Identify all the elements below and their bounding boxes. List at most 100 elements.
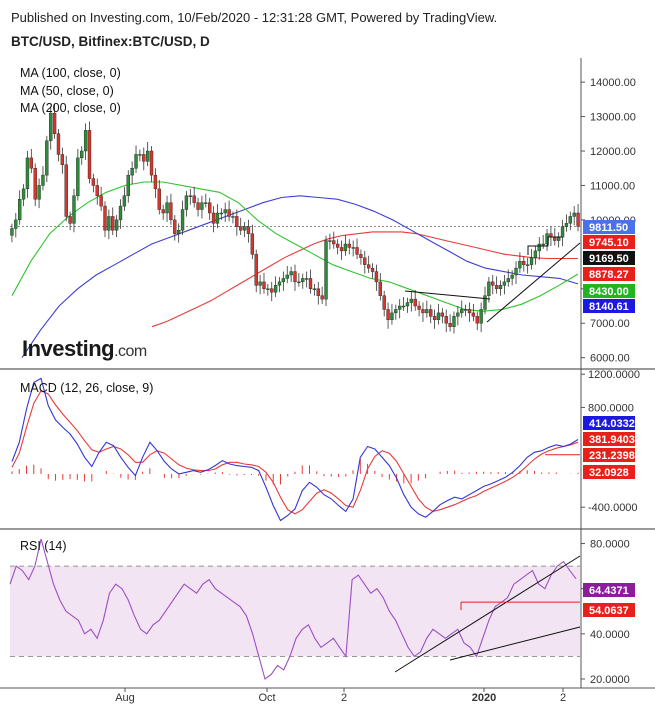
x-tick-label: Aug <box>115 692 135 704</box>
price-y-tick-label: 7000.00 <box>590 318 630 330</box>
price-last-label: 8430.00 <box>589 286 629 298</box>
rsi-legend: RSI (14) <box>20 539 67 553</box>
candle-body <box>537 243 541 252</box>
macd-last-label: 414.0332 <box>589 418 635 430</box>
candle-body <box>293 271 297 283</box>
candle-body <box>463 309 468 311</box>
macd-last-label-bg <box>583 465 635 479</box>
candle-body <box>122 195 127 207</box>
candle-body <box>320 295 324 300</box>
candle-body <box>281 278 286 283</box>
candle-body <box>479 309 483 324</box>
candle-body <box>277 281 282 286</box>
candle-body <box>518 261 522 269</box>
candle-body <box>498 285 503 289</box>
candle-body <box>266 288 270 290</box>
candle-body <box>301 278 305 283</box>
candle-body <box>425 309 429 314</box>
candle-body <box>494 285 499 289</box>
candle-body <box>242 226 247 231</box>
candle-body <box>417 305 421 310</box>
candle-body <box>491 281 495 286</box>
symbol-title: BTC/USD, Bitfinex:BTC/USD, D <box>11 34 210 49</box>
macd-last-label: 381.9403 <box>589 434 635 446</box>
candle-body <box>126 174 130 196</box>
candle-body <box>18 199 22 221</box>
ma50-line <box>11 181 579 312</box>
panel-frames <box>0 58 655 689</box>
rsi-y-tick-label: 20.0000 <box>590 674 630 686</box>
candle-body <box>394 309 398 314</box>
candle-body <box>87 130 92 179</box>
candle-body <box>460 309 464 314</box>
candle-body <box>223 209 227 214</box>
candle-body <box>270 288 274 293</box>
candle-body <box>429 309 433 317</box>
candle-body <box>316 288 320 296</box>
candle-body <box>91 178 96 186</box>
macd-last-label-bg <box>583 416 635 430</box>
candle-body <box>114 219 119 231</box>
candle-body <box>231 216 235 218</box>
macd-y-tick-label: 1200.0000 <box>588 369 640 381</box>
candle-body <box>452 316 456 327</box>
macd-last-label: 231.2398 <box>589 450 635 462</box>
candle-body <box>262 281 266 289</box>
last-value-labels: 9811.50 9745.10 9169.50 8878.27 8430.00 8140.… <box>583 220 635 617</box>
price-y-tick-label: 14000.00 <box>590 77 636 89</box>
candle-body <box>378 281 382 296</box>
candle-body <box>204 202 208 204</box>
candle-body <box>95 185 99 196</box>
macd-panel <box>11 377 580 522</box>
candle-body <box>432 316 437 320</box>
x-tick-label: 2020 <box>472 692 496 704</box>
price-y-tick-label: 6000.00 <box>590 353 630 365</box>
rsi-panel <box>9 538 581 680</box>
candle-body <box>192 195 196 203</box>
moving-average-lines <box>11 181 579 359</box>
candle-body <box>134 154 138 169</box>
candle-body <box>475 316 479 324</box>
candle-body <box>421 309 425 314</box>
candle-body <box>370 267 375 272</box>
candle-body <box>487 281 491 296</box>
price-last-label: 9169.50 <box>589 253 629 265</box>
candle-body <box>440 312 445 317</box>
ma100-legend: MA (100, close, 0) <box>20 66 121 80</box>
candle-body <box>413 298 417 307</box>
resistance-trendline <box>404 290 491 300</box>
price-last-label: 9811.50 <box>589 222 628 234</box>
candle-body <box>390 312 394 320</box>
macd-legend: MACD (12, 26, close, 9) <box>20 381 154 395</box>
candle-body <box>510 274 514 279</box>
candle-body <box>557 236 561 241</box>
investing-logo: Investing.com <box>22 336 147 362</box>
candle-body <box>239 226 243 231</box>
macd-line <box>11 377 579 522</box>
candle-body <box>219 212 223 215</box>
candle-body <box>258 281 262 286</box>
candle-body <box>49 112 53 141</box>
candle-body <box>351 247 355 249</box>
rsi-last-label-bg <box>583 603 635 617</box>
candle-body <box>339 247 344 252</box>
candle-body <box>522 261 526 265</box>
candle-body <box>409 298 413 303</box>
candle-body <box>37 185 41 200</box>
candle-body <box>386 309 390 320</box>
candle-body <box>165 202 169 214</box>
candle-body <box>29 157 34 169</box>
candle-body <box>467 309 472 314</box>
macd-last-label-bg <box>583 448 635 462</box>
candle-body <box>184 195 189 210</box>
candle-body <box>200 202 204 210</box>
price-last-label-bg <box>583 235 635 249</box>
trend-lines <box>404 236 581 323</box>
candle-body <box>254 254 258 286</box>
candle-body <box>355 247 359 255</box>
candle-body <box>10 228 14 236</box>
rsi-last-label: 54.0637 <box>589 605 629 617</box>
candle-body <box>188 195 192 197</box>
candle-body <box>401 305 406 308</box>
candle-body <box>347 243 351 248</box>
